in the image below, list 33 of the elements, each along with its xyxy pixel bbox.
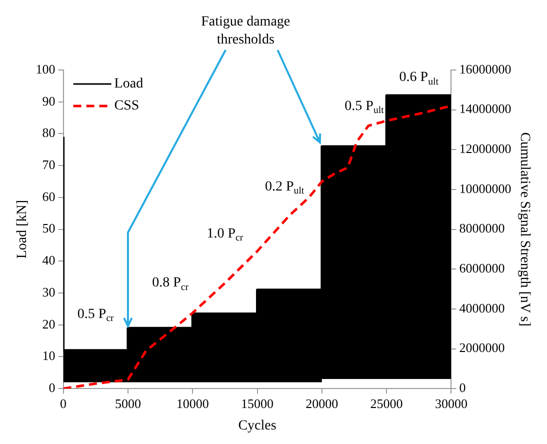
x-tick-label: 0 — [60, 396, 67, 411]
y-tick-label: 30 — [42, 284, 56, 300]
x-axis-title: Cycles — [238, 418, 276, 434]
y-tick-label: 0 — [48, 380, 56, 396]
y-tick-label: 20 — [42, 316, 56, 332]
y2-tick-label: 0 — [459, 380, 466, 396]
y2-tick-label: 14000000 — [459, 101, 512, 116]
legend-label: Load — [114, 76, 144, 92]
y-tick-label: 90 — [42, 93, 56, 108]
x-tick-label: 15000 — [241, 396, 274, 411]
y2-tick-label: 4000000 — [459, 300, 505, 316]
y-tick-label: 60 — [42, 188, 56, 204]
y2-tick-label: 2000000 — [459, 340, 505, 356]
y2-tick-label: 16000000 — [459, 61, 512, 76]
y2-tick-label: 12000000 — [459, 141, 512, 156]
y-tick-label: 80 — [42, 125, 56, 140]
y-tick-label: 40 — [42, 252, 56, 268]
x-tick-label: 10000 — [176, 396, 209, 411]
y-axis-title: Load [kN] — [15, 200, 30, 259]
x-tick-label: 20000 — [306, 396, 338, 411]
y2-tick-label: 8000000 — [459, 220, 505, 236]
y2-tick-label: 6000000 — [459, 260, 505, 276]
y-tick-label: 10 — [42, 348, 56, 364]
legend-label: CSS — [114, 98, 140, 114]
x-tick-label: 30000 — [434, 396, 468, 411]
y2-axis-title: Cumulative Signal Strength [nV s] — [516, 132, 532, 326]
y2-tick-label: 10000000 — [459, 180, 512, 196]
y-tick-label: 100 — [36, 61, 56, 76]
x-tick-label: 5000 — [114, 396, 141, 411]
x-tick-label: 25000 — [370, 396, 403, 411]
y-tick-label: 70 — [42, 157, 56, 172]
annotation: Fatigue damage thresholds — [201, 14, 290, 48]
y-tick-label: 50 — [42, 220, 56, 236]
